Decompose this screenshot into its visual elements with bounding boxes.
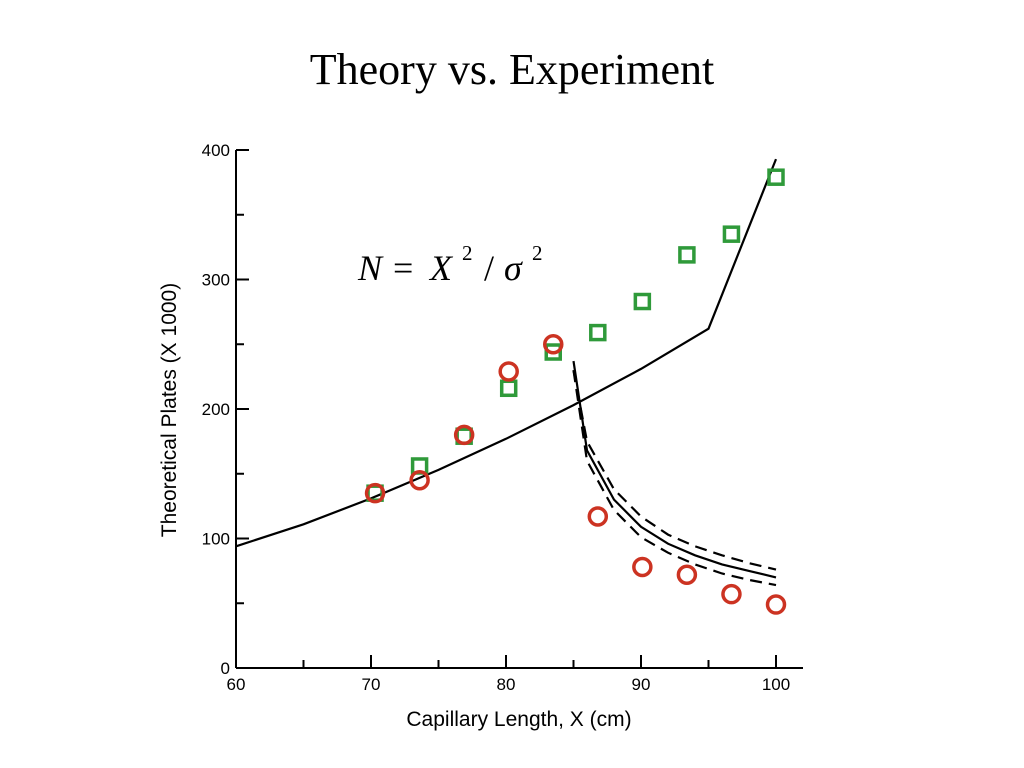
formula-slash: / (484, 248, 494, 288)
square-point (678, 246, 696, 264)
x-tick-label: 80 (497, 675, 516, 694)
theory-curve (572, 360, 777, 579)
x-tick-label: 70 (362, 675, 381, 694)
circle-point (721, 583, 742, 605)
x-tick-label: 90 (632, 675, 651, 694)
plot-markers (364, 168, 787, 615)
plot-lines (235, 158, 778, 587)
formula-equals: = (393, 248, 413, 288)
y-tick-label: 100 (202, 530, 230, 549)
circle-point (409, 469, 430, 491)
y-tick-label: 400 (202, 141, 230, 160)
circle-point (364, 482, 386, 504)
square-point (544, 343, 562, 361)
theory-curve (235, 158, 778, 548)
dashed-curve (572, 370, 777, 587)
formula-sigma-exp: 2 (532, 241, 543, 265)
y-tick-label: 200 (202, 400, 230, 419)
axis-ticks (235, 149, 777, 669)
formula-lhs: N (357, 248, 384, 288)
y-tick-label: 0 (221, 659, 230, 678)
square-point (722, 225, 741, 243)
formula-sigma: σ (504, 248, 523, 288)
square-point (499, 379, 518, 398)
formula-var: X (428, 248, 454, 288)
square-point (767, 168, 785, 186)
y-tick-label: 300 (202, 271, 230, 290)
square-point (633, 292, 652, 311)
tick-labels: 60 70 80 90 100 0 100 200 300 400 (202, 141, 791, 694)
x-axis-title: Capillary Length, X (cm) (406, 708, 631, 731)
circle-point (543, 334, 564, 355)
circle-point (765, 594, 787, 615)
axes (235, 150, 803, 669)
x-tick-label: 100 (762, 675, 790, 694)
circle-point (632, 556, 653, 578)
square-point (589, 323, 607, 342)
slide-title: Theory vs. Experiment (309, 45, 715, 94)
formula-exp: 2 (462, 241, 473, 265)
circle-point (453, 424, 475, 446)
x-tick-label: 60 (227, 675, 246, 694)
dashed-curve (572, 369, 777, 571)
circle-point (587, 506, 609, 527)
circle-point (498, 361, 519, 382)
y-axis-title: Theoretical Plates (X 1000) (158, 283, 181, 537)
formula-annotation: N = X 2 / σ 2 (357, 241, 543, 288)
circle-point (676, 564, 698, 586)
